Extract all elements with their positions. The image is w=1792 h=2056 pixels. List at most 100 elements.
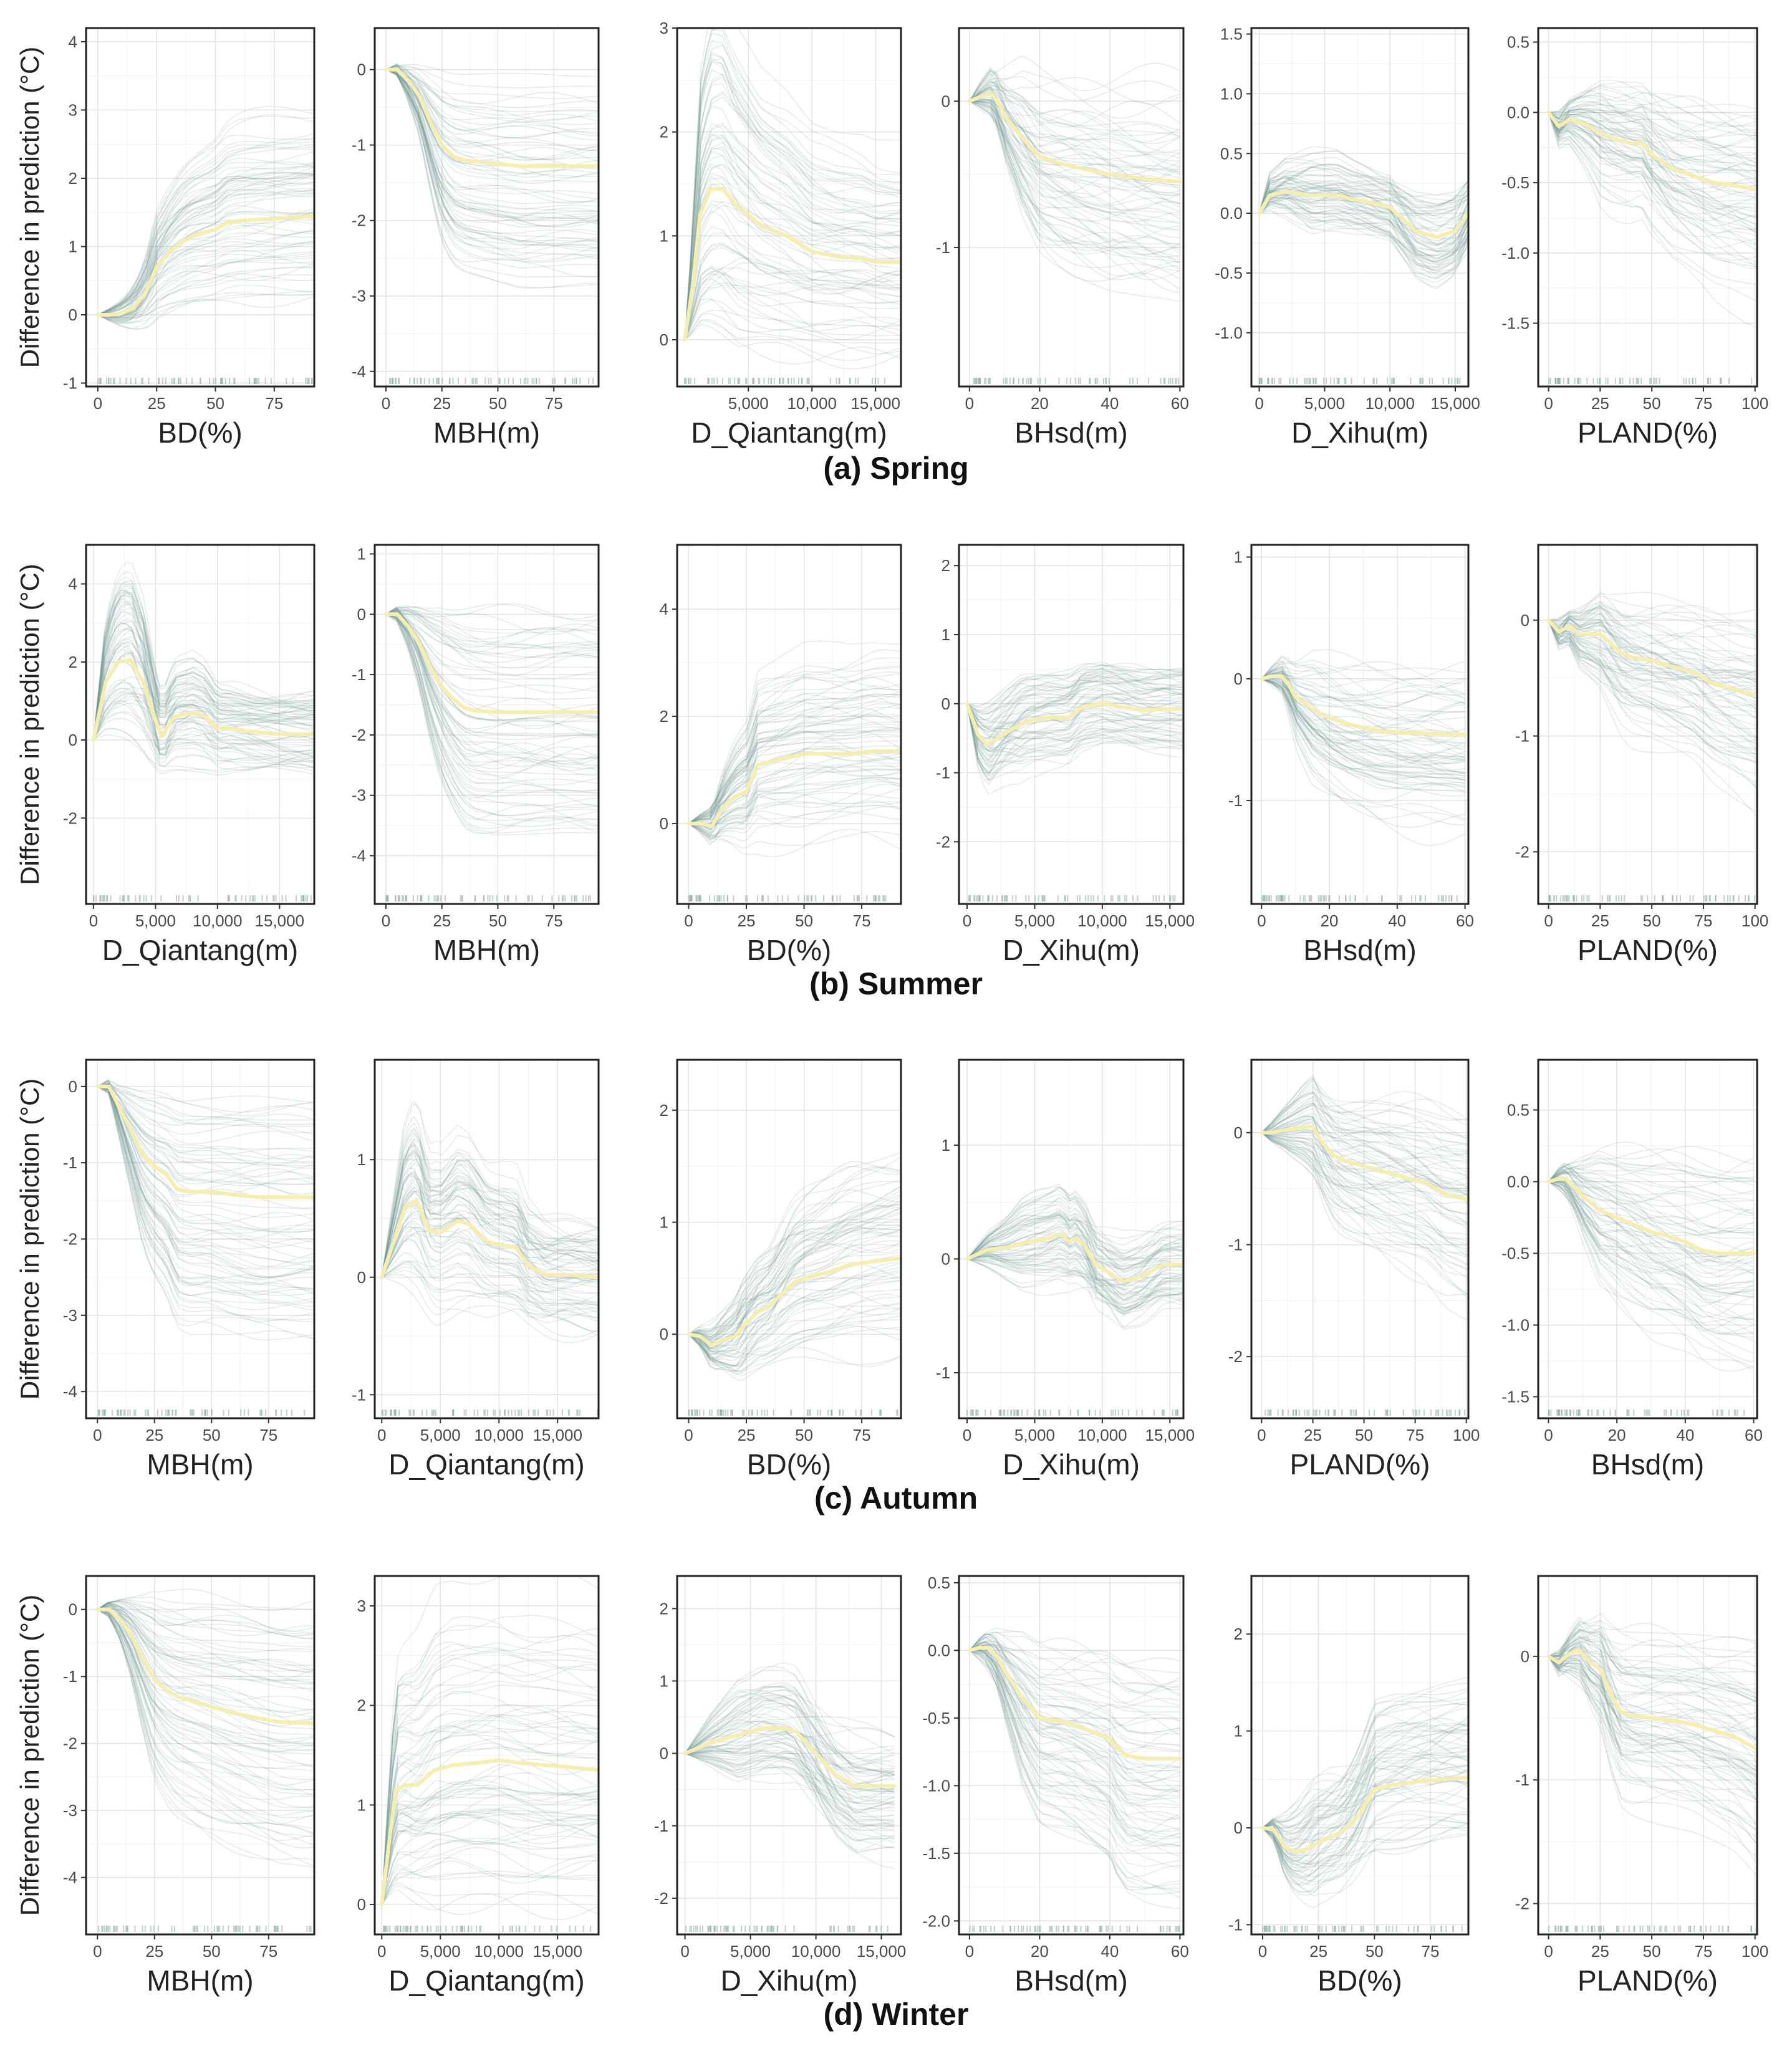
ice-line xyxy=(385,613,599,781)
ice-line xyxy=(97,1608,314,1860)
ice-line xyxy=(97,1086,314,1321)
ice-line xyxy=(684,58,901,340)
ice-line xyxy=(969,1633,1180,1735)
ice-line xyxy=(966,691,1183,713)
ice-line xyxy=(381,1837,599,1905)
ice-line xyxy=(685,1694,895,1811)
ice-line xyxy=(685,1752,895,1803)
ice-line xyxy=(688,676,901,826)
ice-line xyxy=(1262,1732,1468,1861)
y-tick-label: 0 xyxy=(69,1600,77,1619)
ice-line xyxy=(1261,1132,1468,1240)
ice-line xyxy=(97,1603,314,1786)
ice-line xyxy=(1548,620,1757,755)
y-tick-label: -2 xyxy=(1515,842,1529,861)
ice-line xyxy=(97,1599,314,1636)
ice-line xyxy=(1548,601,1757,685)
ice-line xyxy=(688,1204,901,1362)
ice-line xyxy=(1259,184,1468,214)
ice-line xyxy=(1548,1181,1754,1324)
ice-line xyxy=(97,1085,314,1118)
ice-line xyxy=(1261,671,1465,790)
ice-line xyxy=(966,661,1183,739)
plot-frame xyxy=(1250,27,1470,388)
ice-line xyxy=(1261,678,1465,737)
ice-line xyxy=(385,69,599,176)
ice-line xyxy=(969,1650,1180,1769)
ice-line xyxy=(1548,103,1757,208)
ice-line xyxy=(1548,1656,1757,1777)
ice-line xyxy=(969,1643,1180,1694)
x-tick-label: 50 xyxy=(1643,394,1661,413)
ice-line xyxy=(97,1609,314,1772)
ice-line xyxy=(381,1178,599,1278)
plot-frame xyxy=(373,1059,600,1420)
x-tick-label: 60 xyxy=(1171,1942,1189,1961)
ice-line xyxy=(385,69,599,228)
ice-line xyxy=(93,590,314,748)
ice-line xyxy=(1262,1747,1468,1869)
ice-line xyxy=(381,1808,599,1905)
ice-line xyxy=(1548,112,1757,230)
ice-line xyxy=(1261,1132,1468,1256)
ice-line xyxy=(1262,1823,1468,1897)
ice-line xyxy=(1548,1620,1757,1699)
ice-line xyxy=(97,231,314,315)
y-tick-label: -1 xyxy=(1515,727,1529,746)
ice-line xyxy=(685,1729,895,1769)
y-tick-label: -1 xyxy=(654,1817,668,1835)
ice-line xyxy=(1261,1087,1468,1133)
ice-line xyxy=(1261,1105,1468,1158)
panel-1-5: 0 5,000 10,000 15,000-1.0-0.50.00.51.01.5D_… xyxy=(1215,25,1480,449)
ice-line xyxy=(688,1189,901,1352)
ice-line xyxy=(1262,1714,1468,1850)
ice-line xyxy=(385,613,599,658)
ice-line xyxy=(1548,1169,1754,1295)
ice-line xyxy=(969,1650,1180,1801)
x-tick-label: 0 xyxy=(377,1426,386,1444)
x-tick-label: 50 xyxy=(1355,1426,1373,1444)
ice-curves xyxy=(684,28,901,370)
ice-line xyxy=(93,644,314,741)
ice-line xyxy=(966,1183,1183,1287)
x-axis-label: D_Xihu(m) xyxy=(1291,416,1428,449)
ice-line xyxy=(969,86,1180,179)
y-tick-label: -1.0 xyxy=(1501,1316,1529,1335)
ice-line xyxy=(688,1261,901,1372)
ice-line xyxy=(1258,156,1468,230)
ice-line xyxy=(688,685,901,833)
ice-line xyxy=(688,1326,901,1373)
ice-line xyxy=(969,85,1180,128)
ice-line xyxy=(97,221,314,315)
y-tick-label: 0.5 xyxy=(1507,33,1529,52)
ice-line xyxy=(969,1633,1180,1792)
ice-line xyxy=(1548,1177,1754,1335)
ice-line xyxy=(966,1204,1183,1259)
ice-line xyxy=(93,642,314,769)
x-tick-label: 75 xyxy=(1422,1942,1440,1961)
x-tick-label: 50 xyxy=(489,394,507,413)
ice-line xyxy=(966,1258,1183,1296)
ice-line xyxy=(1548,1656,1757,1721)
ice-line xyxy=(385,613,599,726)
ice-line xyxy=(93,628,314,741)
ice-line xyxy=(685,1752,895,1825)
x-tick-label: 15,000 xyxy=(1430,394,1480,413)
ice-line xyxy=(97,1086,314,1250)
y-tick-label: -2 xyxy=(1228,1347,1243,1366)
ice-line xyxy=(381,1252,599,1293)
ice-line xyxy=(97,261,314,329)
plot-frame xyxy=(676,544,902,905)
y-tick-label: 0 xyxy=(357,1268,366,1287)
ice-line xyxy=(97,188,314,315)
x-axis-label: D_Xihu(m) xyxy=(1003,1448,1140,1481)
ice-line xyxy=(1548,620,1757,719)
ice-line xyxy=(97,1083,314,1163)
ice-line xyxy=(1548,81,1757,149)
ice-line xyxy=(969,1650,1180,1804)
ice-line xyxy=(969,100,1180,277)
y-axis-label: Difference in prediction (°C) xyxy=(15,47,44,368)
ice-line xyxy=(684,210,901,340)
ice-line xyxy=(97,1083,314,1171)
ice-line xyxy=(1261,1102,1468,1199)
